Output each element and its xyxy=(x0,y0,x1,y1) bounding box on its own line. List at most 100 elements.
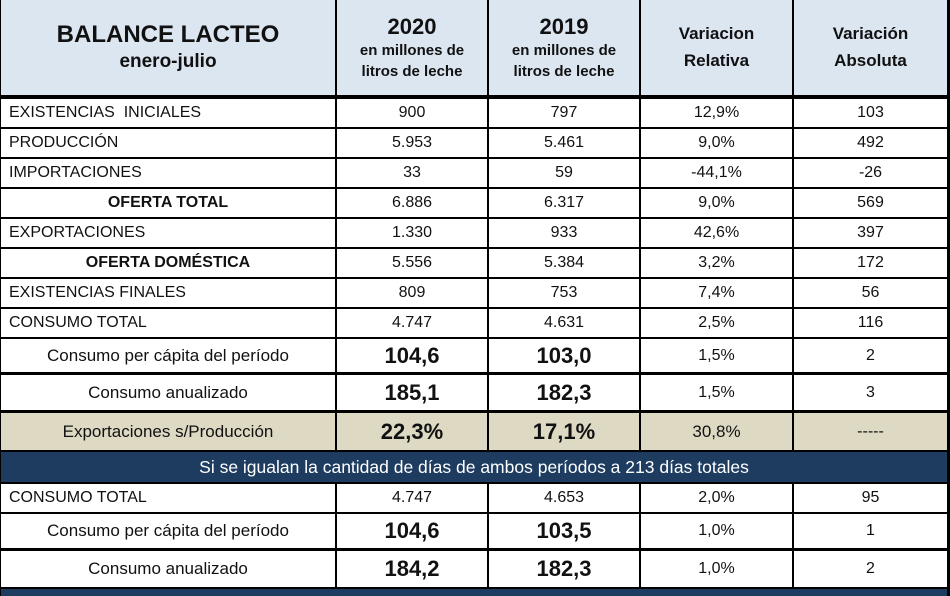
variation-relative: 1,5% xyxy=(641,375,794,410)
table-row-per-capita: Consumo per cápita del período 104,6 103… xyxy=(1,514,947,551)
table-row-total: OFERTA TOTAL 6.886 6.317 9,0% 569 xyxy=(1,189,947,219)
variation-relative: 1,0% xyxy=(641,551,794,587)
variation-relative: 9,0% xyxy=(641,129,794,157)
table-header: BALANCE LACTEO enero-julio 2020 en millo… xyxy=(1,0,947,99)
variation-absolute: -26 xyxy=(858,164,883,181)
row-label: IMPORTACIONES xyxy=(1,159,337,187)
table-row: EXISTENCIAS FINALES 809 753 7,4% 56 xyxy=(1,279,947,309)
banner-text: Si se igualan la cantidad de días de amb… xyxy=(199,456,749,477)
value-2019: 17,1% xyxy=(489,413,641,450)
table-row-per-capita: Consumo per cápita del período 104,6 103… xyxy=(1,339,947,375)
variation-relative: 1,0% xyxy=(641,514,794,548)
variation-absolute: 56 xyxy=(861,284,880,301)
variation-absolute: 492 xyxy=(857,134,884,151)
header-2019-unit: en millones de litros de leche xyxy=(511,42,617,81)
value-2020: 4.747 xyxy=(337,484,489,512)
value-2020: 1.330 xyxy=(337,219,489,247)
value-2019: 182,3 xyxy=(489,375,641,410)
header-2019-cell: 2019 en millones de litros de leche xyxy=(489,0,641,95)
variation-relative: 9,0% xyxy=(641,189,794,217)
variation-relative: 30,8% xyxy=(641,413,794,450)
value-2020: 33 xyxy=(337,159,489,187)
row-label: Consumo anualizado xyxy=(1,375,337,410)
row-label: PRODUCCIÓN xyxy=(1,129,337,157)
variation-relative: 3,2% xyxy=(641,249,794,277)
value-2019: 4.653 xyxy=(489,484,641,512)
variation-absolute: 2 xyxy=(866,346,875,364)
header-variacion-relativa: Variacion Relativa xyxy=(641,0,794,95)
variation-relative: 1,5% xyxy=(641,339,794,372)
variation-absolute: 103 xyxy=(857,104,884,121)
value-2019: 103,0 xyxy=(489,339,641,372)
value-2019: 103,5 xyxy=(489,514,641,548)
row-label: Exportaciones s/Producción xyxy=(1,413,337,450)
variation-absolute: 2 xyxy=(866,560,875,577)
table-row: PRODUCCIÓN 5.953 5.461 9,0% 492 xyxy=(1,129,947,159)
table-row: CONSUMO TOTAL 4.747 4.631 2,5% 116 xyxy=(1,309,947,339)
table-row-anualizado: Consumo anualizado 185,1 182,3 1,5% 3 xyxy=(1,375,947,413)
value-2019: 5.461 xyxy=(489,129,641,157)
value-2019: 933 xyxy=(489,219,641,247)
table-row: EXPORTACIONES 1.330 933 42,6% 397 xyxy=(1,219,947,249)
variation-absolute: 172 xyxy=(857,254,884,271)
value-2020: 185,1 xyxy=(337,375,489,410)
variation-absolute: 116 xyxy=(857,314,884,331)
row-label: EXPORTACIONES xyxy=(1,219,337,247)
value-2020: 4.747 xyxy=(337,309,489,337)
bottom-banner-strip xyxy=(1,589,947,596)
header-variacion-absoluta: Variación Absoluta xyxy=(832,24,909,70)
value-2020: 809 xyxy=(337,279,489,307)
table-title: BALANCE LACTEO xyxy=(56,21,280,49)
value-2020: 104,6 xyxy=(337,514,489,548)
table-row: IMPORTACIONES 33 59 -44,1% -26 xyxy=(1,159,947,189)
row-label: EXISTENCIAS FINALES xyxy=(1,279,337,307)
variation-relative: 2,0% xyxy=(641,484,794,512)
value-2020: 5.953 xyxy=(337,129,489,157)
variation-absolute: 3 xyxy=(866,383,875,401)
header-2020-unit: en millones de litros de leche xyxy=(359,42,465,81)
table-subtitle: enero-julio xyxy=(119,51,217,73)
header-2020-cell: 2020 en millones de litros de leche xyxy=(337,0,489,95)
value-2019: 5.384 xyxy=(489,249,641,277)
table-row-total: OFERTA DOMÉSTICA 5.556 5.384 3,2% 172 xyxy=(1,249,947,279)
variation-absolute: 397 xyxy=(857,224,884,241)
variation-relative: 7,4% xyxy=(641,279,794,307)
variation-absolute: 569 xyxy=(857,194,884,211)
table-row-anualizado: Consumo anualizado 184,2 182,3 1,0% 2 xyxy=(1,551,947,589)
row-label: Consumo per cápita del período xyxy=(1,514,337,548)
variation-absolute: 95 xyxy=(861,489,880,506)
row-label: EXISTENCIAS INICIALES xyxy=(1,99,337,127)
header-2019-year: 2019 xyxy=(539,13,589,39)
row-label: Consumo per cápita del período xyxy=(1,339,337,372)
variation-absolute: ----- xyxy=(794,413,947,450)
table-row-exportaciones-produccion: Exportaciones s/Producción 22,3% 17,1% 3… xyxy=(1,413,947,452)
value-2020: 6.886 xyxy=(337,189,489,217)
variation-relative: 2,5% xyxy=(641,309,794,337)
variation-relative: 42,6% xyxy=(641,219,794,247)
value-2019: 4.631 xyxy=(489,309,641,337)
value-2019: 182,3 xyxy=(489,551,641,587)
row-label: CONSUMO TOTAL xyxy=(1,484,337,512)
row-label: CONSUMO TOTAL xyxy=(1,309,337,337)
header-2020-year: 2020 xyxy=(387,13,437,39)
row-label: OFERTA DOMÉSTICA xyxy=(1,249,337,277)
value-2020: 5.556 xyxy=(337,249,489,277)
value-2019: 753 xyxy=(489,279,641,307)
value-2019: 797 xyxy=(489,99,641,127)
table-row: CONSUMO TOTAL 4.747 4.653 2,0% 95 xyxy=(1,484,947,514)
row-label: OFERTA TOTAL xyxy=(1,189,337,217)
variation-absolute: 1 xyxy=(866,522,875,539)
value-2019: 59 xyxy=(489,159,641,187)
header-title-cell: BALANCE LACTEO enero-julio xyxy=(1,0,337,95)
variation-relative: -44,1% xyxy=(641,159,794,187)
row-label: Consumo anualizado xyxy=(1,551,337,587)
value-2020: 104,6 xyxy=(337,339,489,372)
value-2020: 184,2 xyxy=(337,551,489,587)
banner-row: Si se igualan la cantidad de días de amb… xyxy=(1,452,947,484)
variation-relative: 12,9% xyxy=(641,99,794,127)
value-2019: 6.317 xyxy=(489,189,641,217)
value-2020: 900 xyxy=(337,99,489,127)
table-row: EXISTENCIAS INICIALES 900 797 12,9% 103 xyxy=(1,99,947,129)
value-2020: 22,3% xyxy=(337,413,489,450)
